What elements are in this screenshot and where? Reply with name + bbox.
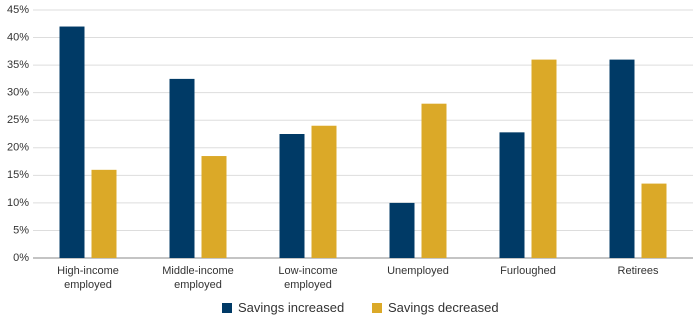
y-tick-label: 25% [7, 114, 29, 126]
bar [531, 59, 557, 258]
legend-label: Savings decreased [388, 300, 499, 315]
x-tick-label: High-income employed [57, 265, 119, 291]
y-tick-label: 45% [7, 4, 29, 16]
x-tick-label: Unemployed [387, 265, 449, 277]
bar [609, 59, 635, 258]
bar [389, 202, 415, 258]
x-tick-label: Low-income employed [278, 265, 338, 291]
x-tick-label: Retirees [617, 265, 659, 277]
legend-item: Savings increased [222, 300, 344, 315]
x-tick-label: Furloughed [500, 265, 556, 277]
y-tick-label: 0% [13, 252, 29, 264]
bar [279, 134, 305, 258]
y-tick-label: 20% [7, 142, 29, 154]
y-tick-label: 5% [13, 224, 29, 236]
bar [91, 169, 117, 258]
legend-swatch [222, 302, 232, 313]
y-tick-label: 15% [7, 169, 29, 181]
bar [201, 156, 227, 258]
legend-item: Savings decreased [372, 300, 499, 315]
bar [499, 132, 525, 258]
legend-swatch [372, 302, 382, 313]
bar [311, 125, 337, 258]
bar [641, 183, 667, 258]
bar [421, 103, 447, 258]
legend-label: Savings increased [238, 300, 345, 315]
y-tick-label: 10% [7, 197, 29, 209]
bar [59, 26, 85, 259]
y-tick-label: 40% [7, 31, 29, 43]
x-tick-label: Middle-income employed [162, 265, 234, 291]
bar [169, 78, 195, 258]
y-tick-label: 35% [7, 59, 29, 71]
y-tick-label: 30% [7, 87, 29, 99]
